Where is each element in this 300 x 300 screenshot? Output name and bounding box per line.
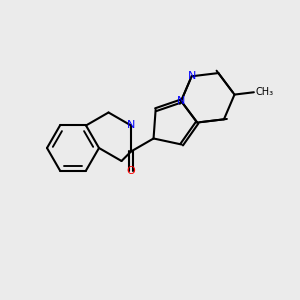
Text: O: O — [127, 166, 135, 176]
Text: N: N — [188, 71, 196, 81]
Text: N: N — [127, 121, 135, 130]
Text: N: N — [177, 96, 185, 106]
Text: CH₃: CH₃ — [256, 87, 274, 97]
